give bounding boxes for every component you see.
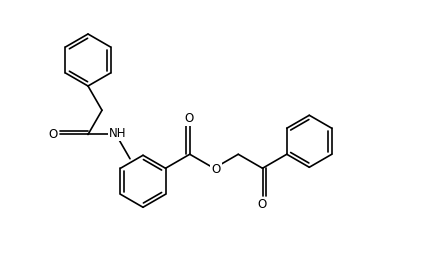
Text: O: O — [257, 198, 266, 211]
Text: NH: NH — [109, 127, 127, 140]
Text: O: O — [184, 112, 193, 125]
Text: O: O — [48, 128, 58, 141]
Text: O: O — [212, 163, 220, 176]
